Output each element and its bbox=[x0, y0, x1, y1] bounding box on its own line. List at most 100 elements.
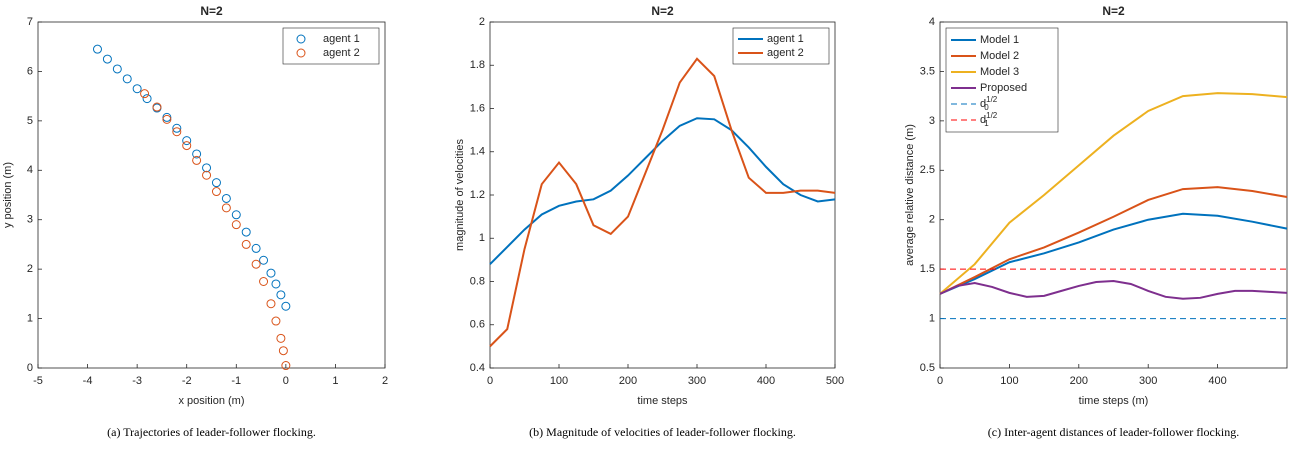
caption: (c) Inter-agent distances of leader-foll… bbox=[988, 425, 1239, 439]
x-tick-label: 0 bbox=[283, 375, 289, 387]
x-axis-label: x position (m) bbox=[178, 395, 244, 407]
y-tick-label: 1.4 bbox=[470, 146, 485, 158]
point bbox=[241, 227, 251, 237]
chart-title: N=2 bbox=[200, 4, 223, 18]
point bbox=[112, 64, 122, 74]
y-tick-label: 2 bbox=[27, 263, 33, 275]
point bbox=[192, 149, 202, 159]
legend-label: d1/2 1 bbox=[980, 111, 998, 128]
plot-area bbox=[489, 21, 836, 369]
caption: (b) Magnitude of velocities of leader-fo… bbox=[529, 425, 796, 439]
x-tick-label: 100 bbox=[550, 375, 568, 387]
point bbox=[251, 259, 261, 269]
point bbox=[182, 136, 192, 146]
legend-sup: 1/2 bbox=[986, 111, 998, 120]
chart-title: N=2 bbox=[651, 4, 674, 18]
legend-sub: 0 bbox=[984, 103, 989, 112]
legend: agent 1 agent 2 bbox=[732, 27, 830, 65]
x-tick-label: -1 bbox=[231, 375, 241, 387]
y-tick-label: 5 bbox=[27, 115, 33, 127]
y-axis-label: average relative distance (m) bbox=[904, 124, 916, 266]
y-tick-label: 1.8 bbox=[470, 59, 485, 71]
point bbox=[251, 243, 261, 253]
point bbox=[132, 84, 142, 94]
y-axis-label: y position (m) bbox=[2, 162, 14, 228]
x-tick-label: -3 bbox=[132, 375, 142, 387]
legend: Model 1 Model 2 Model 3 Proposed d1/2 0d1/2 1 bbox=[945, 27, 1059, 133]
legend-box bbox=[732, 27, 830, 65]
point bbox=[266, 299, 276, 309]
point bbox=[122, 74, 132, 84]
y-tick-label: 3 bbox=[929, 115, 935, 127]
x-tick-label: 200 bbox=[1070, 375, 1088, 387]
legend-name: agent 1 bbox=[323, 33, 360, 45]
x-tick-label: 300 bbox=[1139, 375, 1157, 387]
x-tick-label: 200 bbox=[619, 375, 637, 387]
x-axis-label: time steps bbox=[637, 395, 688, 407]
y-tick-label: 3.5 bbox=[920, 65, 935, 77]
point bbox=[162, 114, 172, 124]
point bbox=[278, 346, 288, 356]
y-tick-label: 1.2 bbox=[470, 189, 485, 201]
legend-name: d bbox=[980, 98, 986, 110]
legend-label: agent 1 bbox=[767, 33, 804, 45]
point bbox=[259, 277, 269, 286]
point bbox=[211, 178, 221, 188]
y-tick-label: 4 bbox=[27, 164, 33, 176]
y-tick-label: 3 bbox=[27, 214, 33, 226]
legend-marker bbox=[296, 34, 306, 44]
point bbox=[172, 127, 182, 137]
plot-area bbox=[37, 21, 386, 369]
y-tick-label: 4 bbox=[929, 16, 935, 28]
y-tick-label: 2.5 bbox=[920, 164, 935, 176]
legend: agent 1 agent 2 bbox=[282, 27, 380, 65]
legend-label: agent 1 bbox=[323, 33, 360, 45]
point bbox=[271, 279, 281, 289]
legend-sub: 1 bbox=[984, 119, 989, 128]
legend-label: agent 2 bbox=[323, 47, 360, 59]
x-tick-label: 100 bbox=[1000, 375, 1018, 387]
legend-box bbox=[282, 27, 380, 65]
x-tick-label: 300 bbox=[688, 375, 706, 387]
point bbox=[266, 268, 276, 278]
legend-name: Model 1 bbox=[980, 34, 1019, 46]
x-tick-label: 0 bbox=[487, 375, 493, 387]
y-tick-label: 0.5 bbox=[920, 362, 935, 374]
legend-name: agent 2 bbox=[767, 47, 804, 59]
point bbox=[281, 361, 291, 371]
point bbox=[142, 94, 152, 104]
point bbox=[152, 102, 162, 112]
legend-label: Model 2 bbox=[980, 50, 1019, 62]
legend-label: Model 3 bbox=[980, 66, 1019, 78]
legend-sup: 1/2 bbox=[986, 95, 998, 104]
legend-name: Proposed bbox=[980, 82, 1027, 94]
point bbox=[102, 54, 112, 64]
point bbox=[202, 170, 212, 180]
point bbox=[231, 210, 241, 220]
y-tick-label: 0.8 bbox=[470, 275, 485, 287]
x-tick-label: 1 bbox=[332, 375, 338, 387]
point bbox=[182, 141, 192, 151]
point bbox=[281, 301, 291, 311]
x-axis-label: time steps (m) bbox=[1079, 395, 1149, 407]
x-tick-label: 400 bbox=[757, 375, 775, 387]
point bbox=[221, 193, 231, 203]
point bbox=[192, 155, 202, 165]
y-tick-label: 1 bbox=[929, 312, 935, 324]
point bbox=[271, 316, 281, 326]
series-line bbox=[939, 186, 1288, 295]
y-tick-label: 0.4 bbox=[470, 362, 485, 374]
legend-label: Proposed bbox=[980, 82, 1027, 94]
series-line bbox=[489, 57, 836, 348]
point bbox=[276, 333, 286, 343]
series-line bbox=[489, 117, 836, 265]
point bbox=[202, 163, 212, 173]
legend-name: Model 2 bbox=[980, 50, 1019, 62]
point bbox=[276, 290, 286, 300]
point bbox=[259, 255, 269, 265]
y-tick-label: 7 bbox=[27, 16, 33, 28]
y-tick-label: 0.6 bbox=[470, 319, 485, 331]
x-tick-label: -5 bbox=[33, 375, 43, 387]
y-tick-label: 2 bbox=[479, 16, 485, 28]
